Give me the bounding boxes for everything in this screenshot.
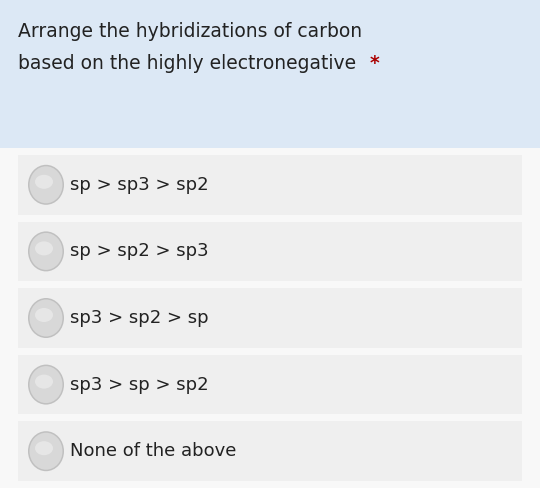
FancyBboxPatch shape: [18, 288, 522, 348]
Ellipse shape: [28, 431, 64, 471]
Ellipse shape: [35, 242, 53, 255]
Ellipse shape: [30, 166, 63, 203]
Text: based on the highly electronegative: based on the highly electronegative: [18, 54, 356, 73]
Ellipse shape: [30, 366, 63, 403]
Ellipse shape: [35, 441, 53, 455]
Ellipse shape: [30, 300, 63, 337]
Text: sp3 > sp2 > sp: sp3 > sp2 > sp: [70, 309, 208, 327]
Ellipse shape: [35, 375, 53, 388]
FancyBboxPatch shape: [18, 222, 522, 281]
Ellipse shape: [35, 175, 53, 189]
Ellipse shape: [35, 308, 53, 322]
Ellipse shape: [28, 231, 64, 271]
FancyBboxPatch shape: [0, 0, 540, 148]
Text: sp > sp2 > sp3: sp > sp2 > sp3: [70, 243, 208, 261]
Ellipse shape: [30, 233, 63, 270]
Text: sp3 > sp > sp2: sp3 > sp > sp2: [70, 376, 208, 394]
Ellipse shape: [28, 298, 64, 338]
Text: None of the above: None of the above: [70, 442, 237, 460]
Ellipse shape: [28, 365, 64, 405]
Ellipse shape: [28, 165, 64, 205]
FancyBboxPatch shape: [18, 155, 522, 215]
Text: *: *: [370, 54, 380, 73]
Ellipse shape: [30, 433, 63, 469]
Text: sp > sp3 > sp2: sp > sp3 > sp2: [70, 176, 208, 194]
FancyBboxPatch shape: [18, 355, 522, 414]
Text: Arrange the hybridizations of carbon: Arrange the hybridizations of carbon: [18, 22, 362, 41]
FancyBboxPatch shape: [18, 422, 522, 481]
